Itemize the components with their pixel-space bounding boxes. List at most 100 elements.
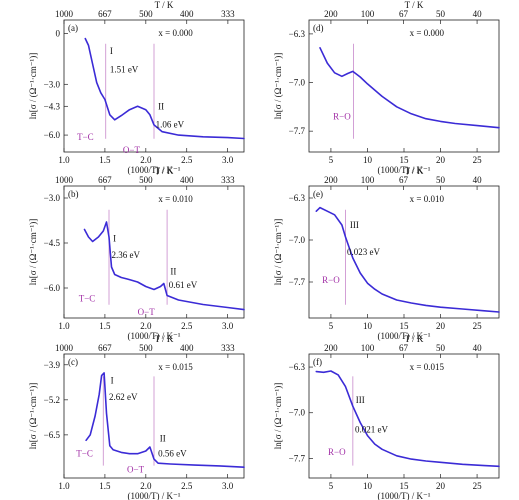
x-tick-label: 15 [400, 155, 410, 165]
conductivity-curve [84, 37, 245, 140]
activation-label: 2.62 eV [109, 392, 138, 402]
x-axis-label: (1000/T) / K⁻¹ [378, 491, 431, 500]
x-tick-label: 3.0 [222, 155, 234, 165]
panel-letter: (c) [68, 357, 78, 367]
plot-frame [63, 353, 245, 479]
activation-label: II [158, 102, 164, 112]
x-tick-label: 5 [329, 155, 334, 165]
y-tick-label: −6.5 [44, 430, 61, 440]
y-axis-label: ln[σ / (Ω⁻¹·cm⁻¹)] [273, 383, 283, 449]
x-tick-label: 1.5 [99, 321, 111, 331]
plot-frame [63, 185, 245, 319]
top-tick-label: 40 [473, 175, 483, 185]
y-axis-label: ln[σ / (Ω⁻¹·cm⁻¹)] [28, 53, 38, 119]
top-tick-label: 1000 [55, 175, 74, 185]
conductivity-curve [315, 206, 500, 313]
phase-label: T−C [79, 294, 96, 304]
conductivity-curve [85, 372, 245, 468]
panel-f: 5 10 15 20 25 200 100 67 50 40 −6.3 −7.0 −7.7 (1000/T… [273, 334, 500, 500]
top-axis-label: T / K [405, 166, 424, 176]
top-tick-label: 400 [180, 175, 194, 185]
x-tick-label: 2.0 [140, 321, 152, 331]
activation-label: I [111, 376, 114, 386]
top-tick-label: 333 [221, 9, 235, 19]
top-tick-label: 333 [221, 343, 235, 353]
activation-label: III [356, 395, 365, 405]
x-tick-label: 20 [436, 481, 446, 491]
activation-label: 0.61 eV [169, 280, 198, 290]
top-tick-label: 200 [324, 175, 338, 185]
y-axis-label: ln[σ / (Ω⁻¹·cm⁻¹)] [273, 53, 283, 119]
x-tick-label: 2.5 [181, 481, 193, 491]
y-axis-label: ln[σ / (Ω⁻¹·cm⁻¹)] [28, 219, 38, 285]
x-tick-label: 2.0 [140, 481, 152, 491]
top-tick-label: 500 [139, 9, 153, 19]
top-tick-label: 67 [399, 9, 409, 19]
top-axis-label: T / K [405, 0, 424, 10]
activation-label: II [160, 434, 166, 444]
top-tick-label: 100 [361, 343, 375, 353]
top-axis-label: T / K [155, 0, 174, 10]
x-tick-label: 15 [400, 321, 410, 331]
phase-label: O−T [123, 145, 141, 155]
activation-label: 0.023 eV [347, 247, 380, 257]
panel-a: 1.0 1.5 2.0 2.5 3.0 1000 667 500 400 333 0 −3.0 −4.3… [28, 0, 245, 175]
activation-label: I [113, 234, 116, 244]
activation-label: I [110, 46, 113, 56]
composition-label: x = 0.000 [410, 28, 445, 38]
plot-frame [308, 185, 500, 319]
top-tick-label: 200 [324, 9, 338, 19]
y-tick-label: −6.0 [44, 130, 61, 140]
x-tick-label: 2.5 [181, 321, 193, 331]
panel-d: 5 10 15 20 25 200 100 67 50 40 −6.3 −7.0 −7.7 (1000/T… [273, 0, 500, 175]
activation-label: 1.51 eV [110, 64, 139, 74]
x-tick-label: 2.5 [181, 155, 193, 165]
top-tick-label: 100 [361, 175, 375, 185]
top-axis-label: T / K [155, 334, 174, 344]
y-tick-label: −7.0 [289, 408, 306, 418]
x-tick-label: 20 [436, 321, 446, 331]
panel-letter: (a) [68, 23, 78, 33]
top-tick-label: 50 [436, 343, 446, 353]
activation-label: II [170, 267, 176, 277]
x-tick-label: 25 [473, 481, 483, 491]
x-tick-label: 25 [473, 321, 483, 331]
x-tick-label: 5 [329, 321, 334, 331]
x-axis-label: (1000/T) / K⁻¹ [128, 331, 181, 341]
x-tick-label: 1.5 [99, 481, 111, 491]
x-tick-label: 2.0 [140, 155, 152, 165]
y-tick-label: −6.0 [44, 283, 61, 293]
plot-frame [308, 353, 500, 479]
y-axis-label: ln[σ / (Ω⁻¹·cm⁻¹)] [28, 383, 38, 449]
panel-e: 5 10 15 20 25 200 100 67 50 40 −6.3 −7.0 −7.7 (1000/T… [273, 166, 500, 341]
x-tick-label: 1.0 [58, 155, 70, 165]
y-tick-label: −6.3 [289, 362, 306, 372]
x-axis-label: (1000/T) / K⁻¹ [378, 165, 431, 175]
top-tick-label: 667 [98, 343, 112, 353]
conductivity-curve [315, 370, 500, 468]
activation-label: 0.56 eV [158, 448, 187, 458]
x-axis-label: (1000/T) / K⁻¹ [128, 165, 181, 175]
x-tick-label: 10 [363, 481, 373, 491]
composition-label: x = 0.015 [158, 362, 193, 372]
activation-label: III [350, 220, 359, 230]
panel-letter: (b) [68, 189, 79, 199]
top-axis-label: T / K [405, 334, 424, 344]
phase-label: O−T [127, 465, 145, 475]
panel-letter: (d) [313, 23, 324, 33]
top-tick-label: 100 [361, 9, 375, 19]
x-tick-label: 1.0 [58, 321, 70, 331]
plot-frame [308, 19, 500, 153]
top-tick-label: 667 [98, 175, 112, 185]
x-tick-label: 3.0 [222, 321, 234, 331]
activation-label: 0.021 eV [355, 424, 388, 434]
top-tick-label: 500 [139, 343, 153, 353]
phase-label: R−O [333, 111, 351, 121]
top-tick-label: 40 [473, 9, 483, 19]
x-tick-label: 1.5 [99, 155, 111, 165]
top-tick-label: 50 [436, 9, 446, 19]
conductivity-curve [83, 221, 245, 311]
conductivity-curve [319, 47, 500, 129]
top-tick-label: 50 [436, 175, 446, 185]
